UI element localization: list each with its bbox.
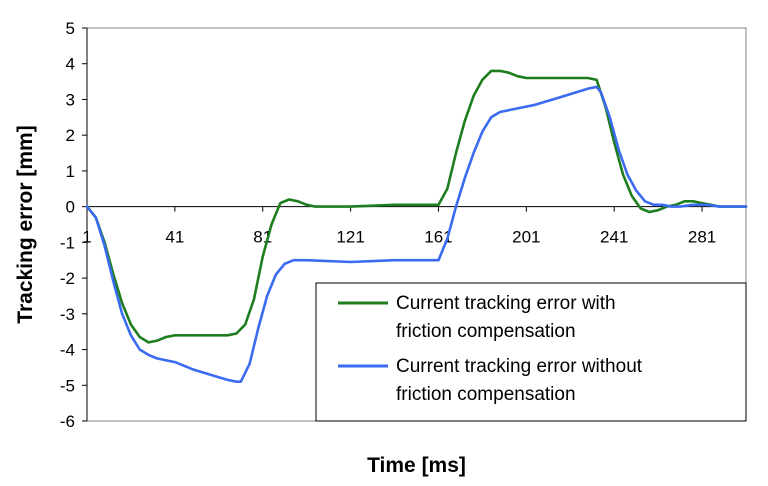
y-axis-title: Tracking error [mm] xyxy=(14,125,37,323)
series-line-1 xyxy=(85,69,748,344)
legend-box xyxy=(315,282,747,422)
y-tick-label: 5 xyxy=(66,19,75,38)
x-axis-ticks: 1 41 81 121 161 201 241 281 xyxy=(82,206,716,247)
x-tick-label: 41 xyxy=(165,228,184,247)
x-tick-label: 281 xyxy=(688,228,716,247)
y-tick-label: 1 xyxy=(66,162,75,181)
series-line-2 xyxy=(85,85,748,383)
y-tick-label: -1 xyxy=(60,233,75,252)
x-tick-label: 1 xyxy=(82,228,91,247)
legend-label-1: Current tracking error with friction comp… xyxy=(396,293,616,342)
x-tick-label: 201 xyxy=(512,228,540,247)
y-tick-label: -4 xyxy=(60,341,75,360)
y-tick-label: -5 xyxy=(60,376,75,395)
x-tick-label: 121 xyxy=(336,228,364,247)
y-axis-ticks: 5 4 3 2 1 0 -1 -2 -3 -4 -5 -6 xyxy=(60,19,87,431)
y-tick-label: -6 xyxy=(60,412,75,431)
x-tick-label: 241 xyxy=(600,228,628,247)
x-axis-title: Time [ms] xyxy=(367,454,466,477)
y-tick-label: -3 xyxy=(60,305,75,324)
legend-label-2: Current tracking error without friction c… xyxy=(396,356,643,405)
series-layer xyxy=(85,69,748,383)
legend: Current tracking error with friction comp… xyxy=(315,282,747,422)
y-tick-label: 3 xyxy=(66,90,75,109)
y-tick-label: 4 xyxy=(66,55,75,74)
y-tick-label: -2 xyxy=(60,269,75,288)
y-tick-label: 0 xyxy=(66,198,75,217)
y-tick-label: 2 xyxy=(66,126,75,145)
